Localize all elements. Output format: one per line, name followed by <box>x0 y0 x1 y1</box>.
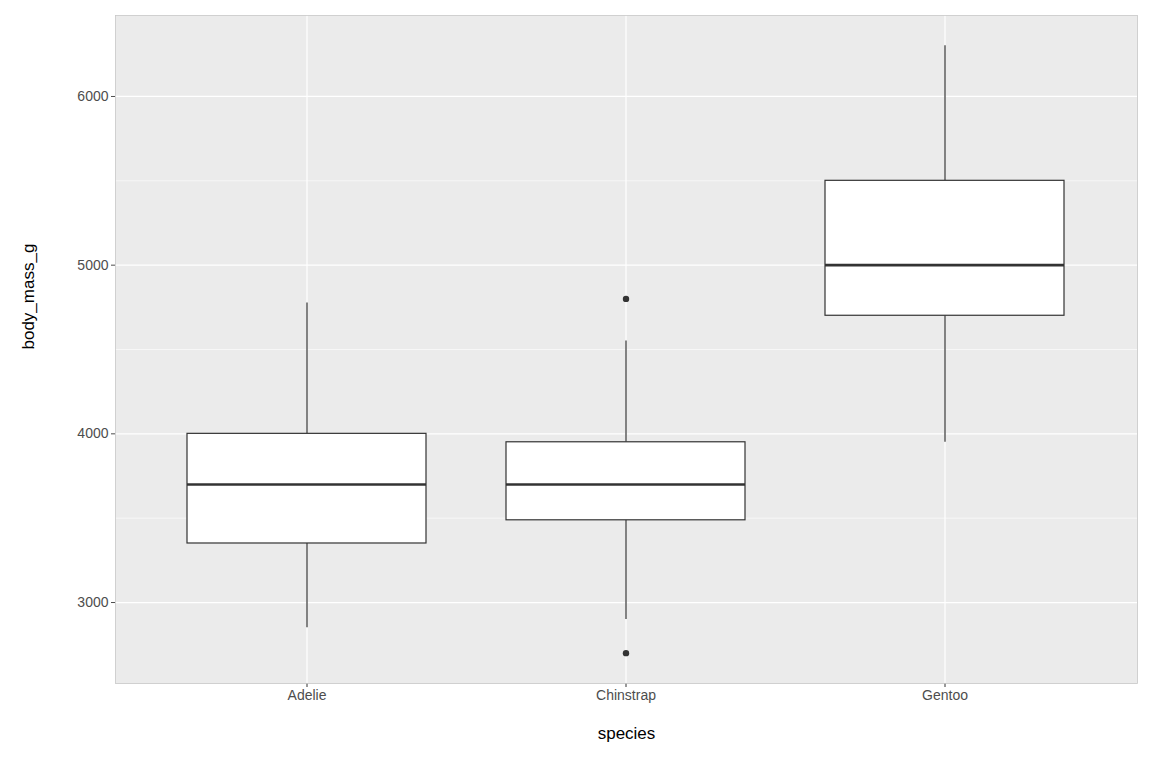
svg-text:3000: 3000 <box>77 594 108 610</box>
svg-text:4000: 4000 <box>77 425 108 441</box>
svg-text:5000: 5000 <box>77 257 108 273</box>
svg-text:species: species <box>598 724 656 743</box>
svg-text:Adelie: Adelie <box>288 687 327 703</box>
svg-text:Gentoo: Gentoo <box>922 687 968 703</box>
svg-text:6000: 6000 <box>77 88 108 104</box>
svg-text:Chinstrap: Chinstrap <box>596 687 656 703</box>
svg-text:body_mass_g: body_mass_g <box>19 244 38 350</box>
